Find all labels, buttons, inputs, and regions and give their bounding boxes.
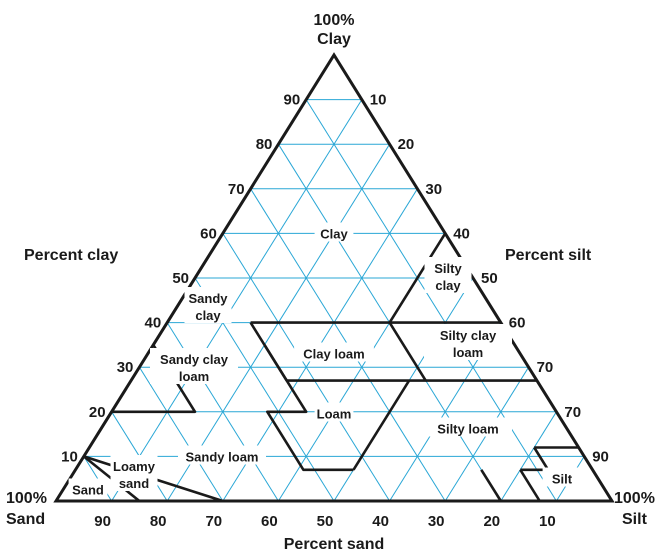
clay-tick-label: 40 [145,315,162,332]
silt-axis-title: Percent silt [505,247,592,264]
region-label-silty-clay-loam: Silty clay [440,328,497,343]
region-label-background [314,222,354,242]
clay-tick-label: 10 [61,448,78,465]
region-sandy-clay-loam: Sandy clay loam [150,348,238,384]
sand-tick-label: 70 [205,513,222,530]
region-label-loam: Loam [317,407,352,422]
silt-tick-label: 50 [481,270,498,287]
class-boundary [480,469,502,502]
region-silty-clay-loam: Silty clay loam [424,324,512,360]
region-label-background [542,467,582,487]
silt-tick-label: 40 [453,225,470,242]
region-label-loamy-sand: Loamy [113,459,156,474]
clay-tick-label: 70 [228,181,245,198]
triangle-outline [53,52,615,503]
clay-tick-label: 90 [284,92,301,109]
silt-tick-label: 30 [425,181,442,198]
clay-tick-label: 30 [117,359,134,376]
region-label-sandy-loam: Sandy loam [186,450,259,465]
sand-tick-label: 20 [483,513,500,530]
clay-tick-label: 50 [172,270,189,287]
grid-lines [83,99,585,502]
silt-tick-label: 70 [537,359,554,376]
grid-line-silt [500,411,557,502]
apex-right-name: Silt [622,511,648,528]
region-label-silty-clay: clay [435,278,461,293]
class-boundary [263,344,288,382]
region-label-sandy-clay-loam: Sandy clay [160,352,229,367]
region-label-loamy-sand: sand [119,476,149,491]
region-clay-loam: Clay loam [294,342,374,362]
silt-tick-label: 20 [398,136,415,153]
silt-tick-label: 70 [564,404,581,421]
grid-line-sand [138,366,224,502]
region-label-clay: Clay [320,227,348,242]
region-label-sandy-clay-loam: loam [179,369,209,384]
apex-right-percent: 100% [614,490,655,507]
clay-tick-label: 60 [200,225,217,242]
tick-labels: 90 80 70 60 50 40 30 20 10 10 20 30 40 50 60 70 70 90 90 80… [61,92,609,530]
clay-tick-label: 20 [89,404,106,421]
region-label-silt: Silt [552,472,573,487]
apex-left-name: Sand [6,511,45,528]
region-loamy-sand: Loamy sand [110,455,158,491]
class-boundary [519,469,541,502]
region-label-background [178,445,266,465]
apex-top-name: Clay [317,31,351,48]
region-sand: Sand [68,478,108,498]
apex-left-percent: 100% [6,490,47,507]
region-loam: Loam [314,402,354,422]
region-label-sandy-clay: clay [195,308,221,323]
region-silty-loam: Silty loam [424,417,512,437]
region-label-background [110,455,158,491]
region-label-background [424,417,512,437]
region-sandy-loam: Sandy loam [178,445,266,465]
region-labels: Clay Silty clay Sandy clay Clay loam Silty cla… [68,222,582,498]
sand-tick-label: 80 [150,513,167,530]
sand-tick-label: 10 [539,513,556,530]
sand-tick-label: 40 [372,513,389,530]
region-clay: Clay [314,222,354,242]
region-label-sand: Sand [72,483,104,498]
grid-line-sand [305,99,557,502]
region-label-background [314,402,354,422]
region-label-background [294,342,374,362]
sand-tick-label: 50 [317,513,334,530]
class-boundary [352,379,411,471]
region-silty-clay: Silty clay [424,257,472,293]
clay-tick-label: 80 [256,136,273,153]
region-label-background [150,348,238,384]
clay-axis-title: Percent clay [24,247,118,264]
region-label-background [424,324,512,360]
region-label-clay-loam: Clay loam [303,347,364,362]
region-sandy-clay: Sandy clay [184,287,232,323]
region-label-background [184,287,232,323]
region-label-sandy-clay: Sandy [188,291,228,306]
apex-top-percent: 100% [314,12,355,29]
sand-tick-label: 90 [94,513,111,530]
silt-tick-label: 60 [509,315,526,332]
region-label-silty-clay: Silty [434,261,462,276]
sand-tick-label: 60 [261,513,278,530]
silt-tick-label: 10 [370,92,387,109]
class-boundary [520,446,550,472]
region-label-silty-clay-loam: loam [453,345,483,360]
silt-tick-label: 90 [592,448,609,465]
region-label-silty-loam: Silty loam [437,422,498,437]
sand-tick-label: 30 [428,513,445,530]
region-label-background [424,257,472,293]
class-boundary [265,379,354,472]
sand-axis-title: Percent sand [284,536,384,553]
grid-line-silt [111,99,363,502]
region-label-background [68,478,108,498]
region-silt: Silt [542,467,582,487]
